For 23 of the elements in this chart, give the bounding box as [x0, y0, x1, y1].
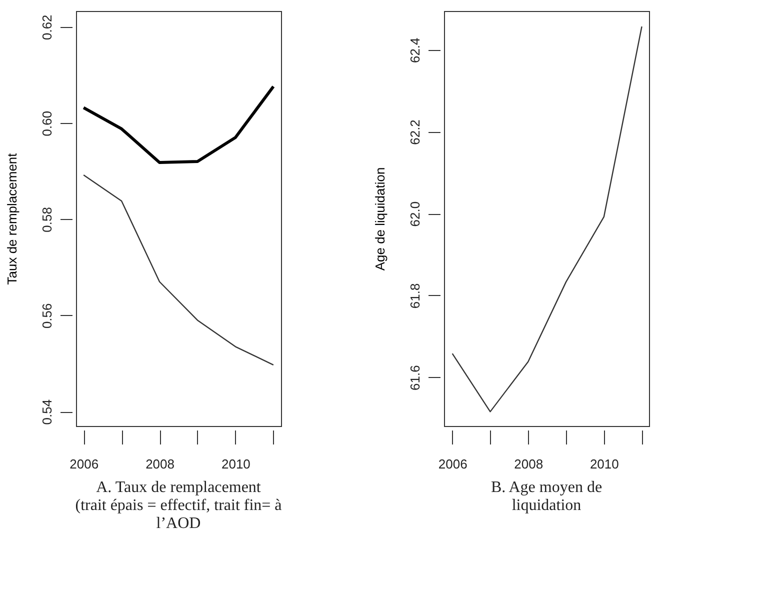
y-tick-label: 0.62 — [40, 14, 54, 40]
y-tick-label: 61.6 — [408, 365, 422, 390]
text: B. Age moyen de liquidation — [490, 479, 602, 514]
x-tick-label: 2010 — [221, 456, 250, 472]
x-tick-label: 2008 — [146, 456, 174, 472]
line-series — [452, 26, 642, 412]
y-axis-title: Age de liquidation — [372, 167, 388, 271]
y-axis-title: Taux de remplacement — [4, 152, 20, 285]
y-tick-label: 0.56 — [40, 303, 54, 329]
x-tick-label: 2006 — [438, 456, 468, 472]
x-tick-label: 2010 — [590, 456, 619, 472]
x-tick-label: 2008 — [514, 456, 544, 472]
y-tick-label: 62.2 — [408, 120, 422, 145]
y-tick-label: 61.8 — [408, 283, 422, 309]
text: A. Taux de remplacement (trait épais = effectif, trait fin= à l’AOD — [75, 479, 282, 532]
y-tick-label: 0.54 — [40, 399, 54, 425]
line-series — [82, 174, 274, 366]
y-tick-label: 62.4 — [408, 38, 422, 64]
y-tick-label: 62.0 — [408, 201, 422, 227]
line-series — [82, 85, 275, 164]
y-tick-label: 0.58 — [40, 207, 54, 232]
x-tick-label: 2006 — [70, 456, 99, 472]
y-tick-label: 0.60 — [40, 110, 54, 136]
